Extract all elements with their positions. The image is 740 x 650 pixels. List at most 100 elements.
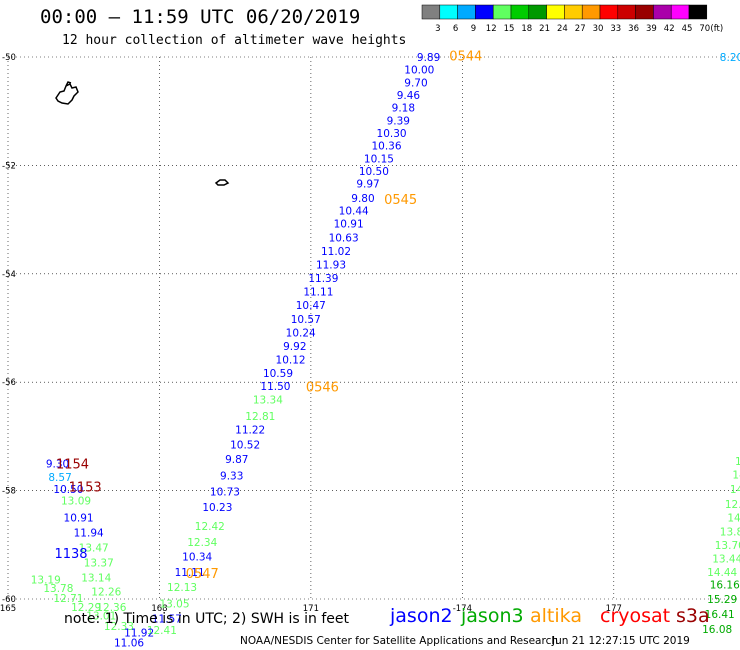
wave-height-label: 11.06: [114, 637, 144, 649]
color-scale-label: 24: [557, 24, 568, 34]
wave-height-label: 16.41: [705, 609, 735, 621]
wave-height-label: 11.57: [152, 614, 182, 626]
lon-tick-label: 165: [0, 604, 16, 614]
wave-height-label: 10.34: [182, 552, 212, 564]
island-campbell: [214, 179, 230, 186]
wave-height-label: 14.4: [730, 484, 740, 496]
wave-height-label: 10.50: [359, 166, 389, 178]
wave-height-label: 12.13: [167, 582, 197, 594]
wave-height-label: 12.41: [147, 625, 177, 637]
wave-height-label: 16.08: [702, 624, 732, 636]
wave-height-label: 12.26: [91, 586, 121, 598]
pass-time-label: 1138: [54, 547, 87, 562]
wave-height-label: 9.70: [404, 77, 427, 89]
wave-height-label: 10.23: [202, 502, 232, 514]
page-subtitle: 12 hour collection of altimeter wave hei…: [62, 33, 407, 48]
color-scale-label: 70: [699, 24, 710, 34]
wave-height-label: 13.70: [715, 540, 740, 552]
color-swatch: [688, 4, 708, 20]
wave-height-label: 10.30: [377, 128, 407, 140]
wave-height-label: 12.8: [725, 499, 740, 511]
pass-time-label: 1153: [69, 480, 102, 495]
wave-height-label: 10.47: [296, 300, 326, 312]
lon-tick-label: 171: [303, 604, 319, 614]
wave-height-label: 11.11: [303, 287, 333, 299]
wave-height-label: 11.92: [124, 628, 154, 640]
pass-time-label: 0545: [384, 193, 417, 208]
color-scale-label: 27: [575, 24, 586, 34]
wave-height-label: 12.71: [53, 593, 83, 605]
wave-height-label: 10.59: [263, 368, 293, 380]
satellite-jason2: jason2: [390, 605, 453, 627]
color-scale-label: 21: [539, 24, 550, 34]
wave-height-label: 10.24: [286, 327, 316, 339]
lat-tick-label: -56: [2, 378, 16, 388]
color-scale-label: 30: [593, 24, 604, 34]
color-scale-label: 36: [628, 24, 639, 34]
color-scale-label: 6: [453, 24, 458, 34]
wave-height-label: 12.33: [104, 621, 134, 633]
color-scale-unit: (ft): [710, 24, 723, 34]
wave-height-label: 10.00: [404, 64, 434, 76]
color-scale-label: 33: [610, 24, 621, 34]
lat-tick-label: -58: [2, 487, 16, 497]
lat-lon-grid: [7, 56, 740, 600]
lat-tick-label: -52: [2, 161, 16, 171]
footer-timestamp: Jun 21 12:27:15 UTC 2019: [552, 635, 690, 647]
pass-time-label: 0544: [449, 49, 482, 64]
wave-height-label: 12.81: [245, 411, 275, 423]
wave-height-label: 14.1: [732, 469, 740, 481]
wave-height-label: 12.34: [187, 537, 217, 549]
wave-height-label: 10.50: [53, 484, 83, 496]
satellite-s3a: s3a: [676, 605, 710, 627]
wave-height-label: 9.87: [225, 454, 248, 466]
wave-height-label: 9.33: [220, 470, 243, 482]
wave-height-label: 12.42: [195, 521, 225, 533]
pass-time-label: 0546: [306, 381, 339, 396]
wave-height-label: 10.91: [334, 218, 364, 230]
wave-height-label: 13.37: [84, 558, 114, 570]
wave-height-label: 13.47: [79, 543, 109, 555]
wave-height-label: 11.39: [308, 273, 338, 285]
wave-height-label: 11.94: [74, 527, 104, 539]
color-scale-label: 39: [646, 24, 657, 34]
wave-height-label: 13.78: [43, 583, 73, 595]
wave-height-label: 12.36: [96, 602, 126, 614]
wave-height-labels: 9.8910.009.709.469.189.3910.3010.3610.15…: [31, 52, 740, 649]
wave-height-label: 10.36: [371, 140, 401, 152]
island-auckland: [55, 81, 79, 105]
wave-height-label: 9.80: [351, 193, 374, 205]
wave-height-label: 10.52: [230, 440, 260, 452]
satellite-cryosat: cryosat: [600, 605, 671, 627]
color-scale-label: 45: [682, 24, 693, 34]
color-scale-legend: 3 6 9 12 15 18 21 24 27 30 33 36 39 42 45 70 (ft): [421, 4, 723, 34]
wave-height-label: 13.09: [61, 495, 91, 507]
lat-tick-label: -54: [2, 270, 16, 280]
wave-height-label: 10.57: [291, 314, 321, 326]
lon-tick-label: 177: [606, 604, 622, 614]
land-masses: [55, 81, 230, 186]
page-title: 00:00 — 11:59 UTC 06/20/2019: [40, 6, 361, 28]
wave-height-label: 9.18: [392, 102, 415, 114]
footer-credit: NOAA/NESDIS Center for Satellite Applica…: [240, 635, 558, 647]
wave-height-label: 14.2: [727, 513, 740, 525]
wave-height-label: 10.73: [210, 487, 240, 499]
pass-time-label: 1154: [56, 458, 89, 473]
color-scale-label: 42: [664, 24, 675, 34]
wave-height-label: 12.29: [71, 602, 101, 614]
lon-tick-label: 168: [151, 604, 167, 614]
wave-height-label: 13.19: [31, 574, 61, 586]
wave-height-label: 14.44: [707, 567, 737, 579]
lat-tick-label: -50: [2, 53, 16, 63]
wave-height-label: 10.44: [339, 205, 369, 217]
wave-height-label: 11.93: [316, 260, 346, 272]
wave-height-label: 13.01: [86, 610, 116, 622]
wave-height-label: 9.97: [356, 178, 379, 190]
wave-height-label: 8.20: [720, 52, 740, 64]
color-scale-label: 12: [486, 24, 497, 34]
wave-height-label: 9.46: [397, 90, 421, 102]
legend-note: note: 1) Time is in UTC; 2) SWH is in fe…: [64, 611, 350, 627]
wave-height-label: 15.29: [707, 594, 737, 606]
